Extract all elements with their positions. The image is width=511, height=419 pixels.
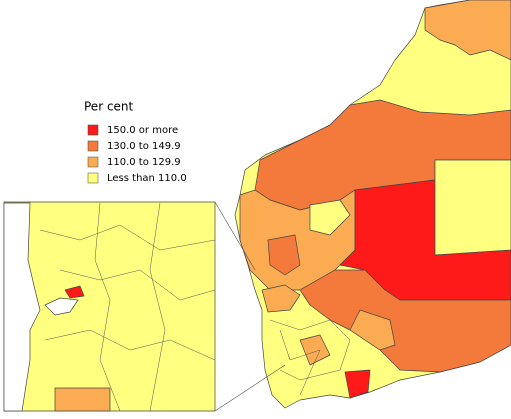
legend-title: Per cent bbox=[84, 100, 134, 114]
boundary bbox=[279, 329, 321, 396]
boundary bbox=[94, 202, 121, 412]
boundary bbox=[149, 202, 166, 412]
region bbox=[299, 334, 331, 366]
region bbox=[434, 159, 511, 256]
main-map bbox=[234, 0, 511, 409]
region bbox=[349, 309, 396, 351]
legend-label: 150.0 or more bbox=[107, 125, 178, 136]
inset-connector bbox=[214, 201, 256, 271]
boundary bbox=[59, 269, 216, 301]
region bbox=[424, 0, 511, 61]
boundary bbox=[269, 319, 351, 381]
boundary bbox=[39, 224, 216, 251]
legend-swatch bbox=[87, 156, 99, 168]
region bbox=[267, 234, 301, 276]
legend-label: Less than 110.0 bbox=[107, 173, 187, 184]
region bbox=[309, 199, 351, 236]
ocean bbox=[3, 202, 41, 412]
legend-label: 130.0 to 149.9 bbox=[107, 141, 181, 152]
region bbox=[261, 284, 301, 313]
legend-swatch bbox=[87, 124, 99, 136]
legend-label: 110.0 to 129.9 bbox=[107, 157, 181, 168]
inset-connector bbox=[214, 364, 286, 412]
region bbox=[344, 369, 371, 399]
river bbox=[44, 297, 79, 316]
inset-map bbox=[3, 201, 216, 412]
legend-swatch bbox=[87, 140, 99, 152]
region bbox=[64, 285, 85, 299]
legend-swatch bbox=[87, 172, 99, 184]
region bbox=[299, 269, 511, 373]
region bbox=[54, 387, 111, 412]
legend: 150.0 or more 130.0 to 149.9 110.0 to 129.… bbox=[87, 124, 187, 184]
boundary bbox=[44, 329, 216, 361]
